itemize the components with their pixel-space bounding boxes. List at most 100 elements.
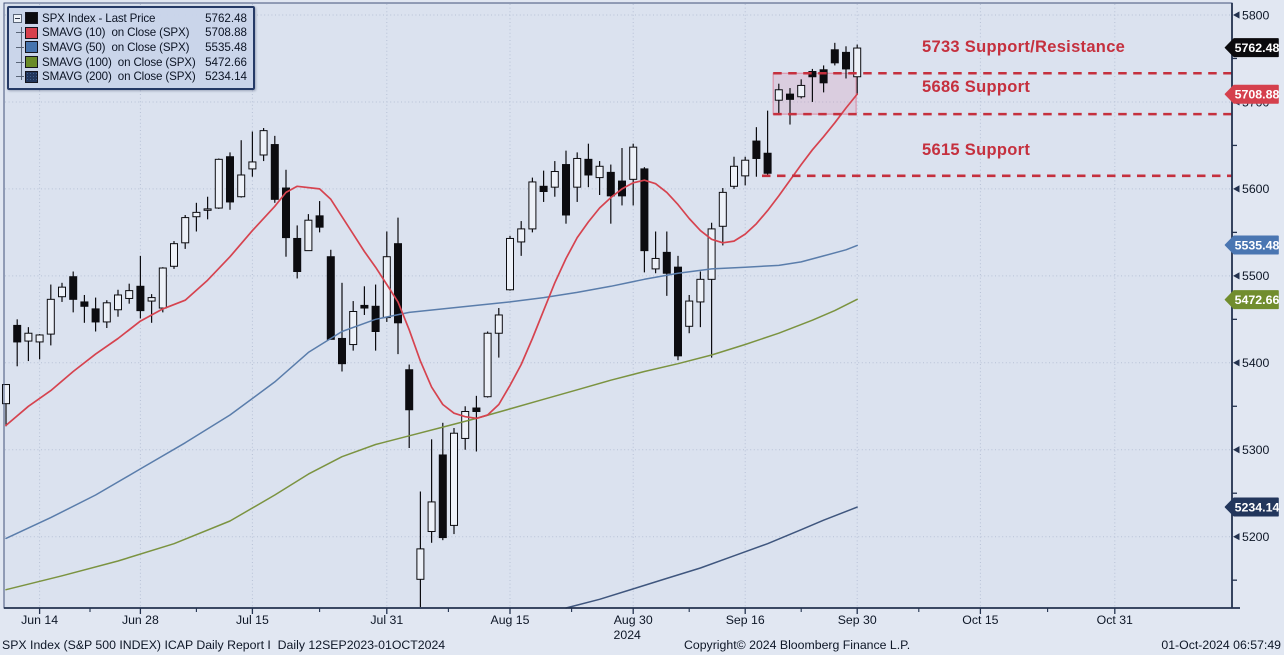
candle-down [226, 156, 234, 203]
candle-up [35, 334, 44, 343]
candle-down [13, 324, 22, 343]
x-axis-label: Jul 31 [370, 613, 403, 627]
candle-up [416, 548, 425, 580]
candle-up [181, 217, 190, 244]
axis-price-badge-value: 5762.48 [1235, 41, 1280, 55]
candle-down [584, 158, 593, 176]
legend-swatch [25, 70, 38, 83]
tree-branch-line [16, 32, 24, 34]
candle-down [539, 185, 548, 193]
candle-up [158, 267, 167, 309]
candle-up [595, 165, 604, 179]
candle-up [573, 157, 582, 188]
y-tick-arrow [1233, 11, 1240, 19]
axis-price-badge [1224, 235, 1279, 255]
candle-down [438, 454, 447, 539]
y-axis-label: 5200 [1242, 530, 1270, 544]
candle-down [315, 215, 324, 228]
candle-down [819, 69, 828, 84]
tree-branch-line [16, 61, 24, 63]
candle-down [270, 144, 279, 200]
candle-up [248, 161, 257, 170]
candle-up [797, 84, 806, 98]
legend-item[interactable]: SMAVG (10) on Close (SPX) 5708.88 [13, 26, 247, 41]
legend-item[interactable]: SMAVG (200) on Close (SPX) 5234.14 [13, 69, 247, 84]
axis-price-badge [1224, 290, 1279, 310]
axis-price-badge [1224, 38, 1279, 58]
support-annotation: 5615 Support [922, 141, 1030, 159]
candle-up [741, 159, 750, 177]
candle-up [259, 130, 268, 156]
x-axis-label: Sep 30 [838, 613, 877, 627]
candle-down [293, 237, 302, 273]
plot-area[interactable] [4, 3, 1232, 608]
axis-price-badge-value: 5535.48 [1235, 238, 1280, 252]
report-title: SPX Index (S&P 500 INDEX) ICAP Daily Rep… [2, 638, 446, 652]
candle-up [718, 191, 727, 227]
legend-item[interactable]: SPX Index - Last Price 5762.48 [13, 11, 247, 26]
axis-price-badge [1224, 497, 1279, 517]
status-bar: SPX Index (S&P 500 INDEX) ICAP Daily Rep… [0, 636, 1284, 655]
candle-down [282, 187, 290, 239]
candle-down [136, 285, 145, 312]
candle-up [427, 501, 436, 532]
axis-price-badge [1224, 84, 1279, 104]
candle-down [394, 243, 402, 324]
candle-down [360, 304, 369, 309]
legend-swatch [25, 41, 38, 54]
candle-up [46, 298, 55, 335]
legend-item-label: SMAVG (10) on Close (SPX) [42, 26, 190, 40]
candle-up [651, 257, 660, 270]
legend-swatch [25, 56, 38, 69]
tree-branch-line [16, 46, 24, 48]
candle-down [69, 276, 78, 300]
candle-up [506, 237, 514, 291]
legend-item-label: SMAVG (50) on Close (SPX) [42, 40, 190, 54]
candle-up [304, 219, 313, 252]
legend-swatch [25, 26, 38, 39]
x-axis-label: Aug 15 [491, 613, 530, 627]
axis-price-badge-value: 5708.88 [1235, 88, 1280, 102]
legend-item[interactable]: SMAVG (100) on Close (SPX) 5472.66 [13, 55, 247, 70]
candle-up [629, 146, 638, 180]
tree-expand-icon[interactable] [13, 13, 22, 23]
axis-price-badge-value: 5234.14 [1235, 500, 1280, 514]
timestamp: 01-Oct-2024 06:57:49 [1161, 638, 1281, 652]
candle-down [338, 337, 346, 365]
x-axis-year-label: 2024 [614, 628, 642, 642]
candle-up [170, 243, 178, 267]
candle-up [114, 294, 122, 311]
candle-up [685, 300, 694, 327]
candle-up [214, 158, 223, 209]
candle-up [853, 47, 862, 78]
candle-down [786, 93, 794, 100]
candle-up [450, 432, 458, 526]
candle-down [606, 171, 615, 197]
legend-item-value: 5472.66 [205, 55, 247, 69]
consolidation-box [772, 72, 857, 115]
legend-tree-line [21, 27, 22, 80]
legend-item-value: 5234.14 [205, 70, 247, 84]
y-axis-label: 5500 [1242, 269, 1270, 283]
candlesticks [2, 42, 862, 608]
tree-branch-line [16, 76, 24, 78]
candle-up [2, 384, 10, 405]
y-tick-arrow [1233, 533, 1240, 541]
candle-up [237, 174, 246, 198]
axis-price-badge-value: 5472.66 [1235, 293, 1280, 307]
legend-item[interactable]: SMAVG (50) on Close (SPX) 5535.48 [13, 40, 247, 55]
candle-up [707, 228, 716, 280]
candle-down [562, 164, 570, 216]
legend-swatch [25, 12, 38, 25]
candle-down [405, 369, 414, 411]
candle-up [24, 332, 33, 342]
legend-item-label: SMAVG (200) on Close (SPX) [42, 70, 196, 84]
support-annotation: 5733 Support/Resistance [922, 38, 1125, 56]
legend-item-value: 5762.48 [205, 11, 247, 25]
legend-item-value: 5535.48 [205, 40, 247, 54]
candle-down [763, 152, 772, 174]
candle-up [517, 228, 526, 243]
candle-up [102, 302, 111, 323]
candle-up [494, 314, 503, 334]
